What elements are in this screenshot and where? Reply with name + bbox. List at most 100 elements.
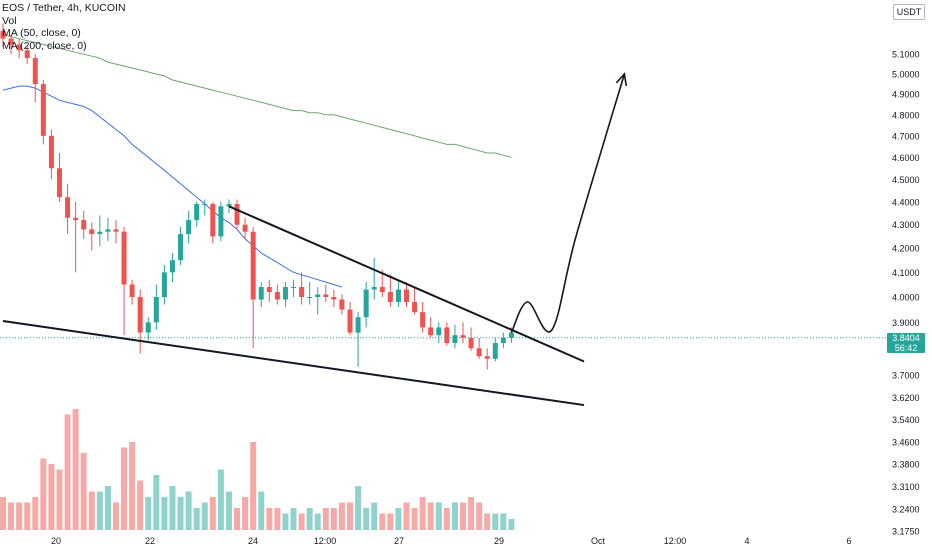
legend-volume[interactable]: Vol: [2, 14, 17, 27]
volume-bar: [403, 502, 410, 530]
candle-body: [24, 50, 30, 59]
volume-bar: [411, 508, 418, 530]
resistance-trendline[interactable]: [228, 205, 585, 363]
time-tick-label: 4: [744, 536, 749, 546]
candle-body: [81, 220, 87, 230]
candle-body: [307, 297, 313, 298]
volume-bar: [121, 447, 128, 530]
price-tick-label: 4.1000: [892, 268, 920, 278]
price-tick-label: 4.0000: [892, 293, 920, 303]
volume-bar: [88, 491, 95, 530]
candle-body: [8, 38, 14, 45]
volume-bar: [266, 508, 273, 530]
symbol-title: EOS / Tether, 4h, KUCOIN: [2, 2, 126, 14]
legend-ma200[interactable]: MA (200, close, 0): [2, 39, 87, 52]
price-axis[interactable]: 5.1000 5.0000 4.9000 4.8000 4.7000 4.6000 4.50…: [892, 50, 920, 537]
candle-body: [113, 229, 119, 232]
bar-countdown: 56:42: [894, 343, 918, 353]
candle-body: [412, 302, 418, 313]
projection-arrowhead: [615, 72, 628, 86]
candle-body: [299, 287, 305, 297]
candle-body: [492, 343, 498, 359]
volume-bar: [8, 502, 15, 530]
currency-badge[interactable]: USDT: [893, 4, 925, 20]
volume-bar: [371, 502, 378, 530]
volume-bar: [338, 502, 345, 530]
volume-bar: [161, 497, 168, 530]
volume-bar: [40, 458, 47, 530]
volume-bar: [56, 469, 63, 530]
legend-ma50[interactable]: MA (50, close, 0): [2, 27, 81, 39]
candle-body: [347, 309, 353, 333]
price-tick-label: 4.6000: [892, 153, 920, 163]
chart-legend: EOS / Tether, 4h, KUCOIN Vol MA (50, clo…: [2, 2, 126, 52]
volume-bar: [443, 508, 450, 530]
candle-body: [105, 229, 111, 232]
price-tick-label: 5.0000: [892, 70, 920, 80]
time-tick-label: 12:00: [664, 536, 687, 546]
candle-body: [266, 287, 272, 293]
candle-body: [404, 289, 409, 303]
volume-bar: [347, 502, 354, 530]
volume-bar: [185, 491, 192, 530]
volume-bar: [258, 491, 265, 530]
candle-body: [16, 44, 22, 51]
time-axis[interactable]: 20 22 24 12:00 27 29 Oct 12:00 4 6: [51, 536, 852, 546]
candle-body: [460, 335, 466, 338]
candle-body: [420, 312, 426, 328]
volume-bar: [451, 502, 458, 530]
volume-bar: [137, 480, 144, 530]
volume-bar: [484, 513, 491, 530]
volume-bar: [250, 442, 257, 530]
volume-bar: [242, 497, 249, 530]
candle-body: [436, 327, 442, 336]
candle-body: [178, 234, 184, 261]
candle-body: [274, 292, 280, 300]
candle-body: [65, 197, 71, 218]
volume-bar: [193, 508, 200, 530]
candle-body: [32, 58, 38, 85]
candle-body: [202, 204, 208, 206]
candle-body: [323, 294, 329, 297]
candle-body: [121, 231, 127, 285]
candle-body: [258, 287, 264, 300]
candle-body: [428, 327, 434, 336]
price-tick-label: 4.3000: [892, 220, 920, 230]
time-tick-label: Oct: [591, 536, 606, 546]
volume-bar: [225, 491, 232, 530]
volume-bar: [274, 508, 281, 530]
volume-bar: [201, 502, 208, 530]
candle-body: [355, 317, 361, 333]
support-trendline[interactable]: [2, 320, 585, 407]
candle-body: [371, 287, 377, 290]
price-tick-label: 5.1000: [892, 50, 920, 60]
candle-body: [40, 84, 46, 136]
candle-body: [395, 289, 401, 303]
volume-bar: [419, 497, 426, 530]
volume-bar: [492, 513, 499, 530]
price-tick-label: 3.5400: [892, 415, 920, 425]
volume-bar: [298, 513, 305, 530]
volume-bar: [387, 513, 394, 530]
time-tick-label: 12:00: [314, 536, 337, 546]
volume-bar: [129, 442, 136, 530]
candle-body: [339, 299, 345, 310]
volume-bar: [177, 497, 184, 530]
candle-body: [218, 206, 224, 237]
price-tick-label: 4.5000: [892, 175, 920, 185]
price-tick-label: 3.7000: [892, 371, 920, 381]
projection-arrow[interactable]: [510, 73, 626, 333]
current-price-tag: 3.8404 56:42: [887, 333, 925, 353]
volume-bar: [169, 486, 176, 530]
candle-body: [169, 260, 175, 273]
volume-bar: [217, 469, 224, 530]
candle-body: [0, 30, 6, 39]
candle-body: [468, 337, 474, 349]
current-price-value: 3.8404: [892, 333, 920, 343]
candle-body: [234, 204, 240, 225]
volume-bar: [306, 508, 313, 530]
volume-bar: [468, 497, 475, 530]
time-tick-label: 6: [846, 536, 851, 546]
candle-body: [331, 297, 337, 300]
